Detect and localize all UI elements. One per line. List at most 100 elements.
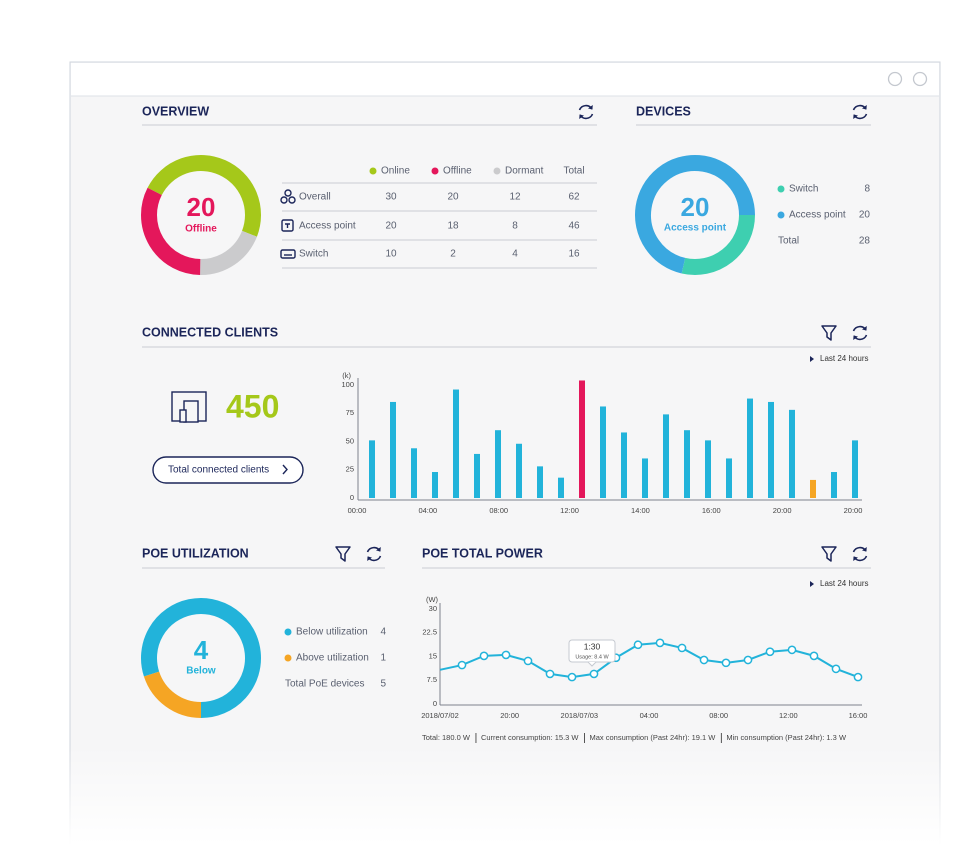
x-tick-label: 20:00 (500, 711, 519, 720)
legend-dot (284, 654, 292, 662)
point (479, 651, 489, 661)
y-tick-label: 25 (346, 465, 354, 474)
y-tick-label: 75 (346, 408, 354, 417)
cell-value: 20 (385, 221, 397, 232)
donut-segment (635, 155, 755, 274)
x-tick-label: 2018/07/02 (421, 711, 459, 720)
legend-dot (369, 167, 377, 175)
bar (852, 440, 858, 498)
donut-label: Offline (185, 224, 217, 235)
cell-value: 10 (385, 249, 397, 260)
column-header: Online (381, 166, 410, 177)
x-tick-label: 04:00 (418, 506, 437, 515)
legend-value: 20 (859, 210, 871, 221)
bar (495, 430, 501, 498)
x-tick-label: 16:00 (849, 711, 868, 720)
donut-segment (147, 155, 261, 237)
total-clients-button[interactable] (152, 456, 304, 484)
x-tick-label: 08:00 (709, 711, 728, 720)
y-tick-label: 22.5 (422, 628, 437, 637)
point (721, 658, 731, 668)
x-tick-label: 16:00 (702, 506, 721, 515)
y-tick-label: 0 (433, 699, 437, 708)
legend-dot (431, 167, 439, 175)
bar (558, 477, 564, 498)
row-label: Switch (299, 249, 328, 260)
donut-segment (681, 214, 755, 275)
point (831, 664, 841, 674)
bar (600, 406, 606, 498)
legend-dot (493, 167, 501, 175)
bar (684, 430, 690, 498)
donut-segment (199, 230, 257, 275)
legend-label: Total PoE devices (285, 679, 365, 690)
x-tick-label: 04:00 (640, 711, 659, 720)
summary-item: Current consumption: 15.3 W (481, 733, 579, 742)
donut-label: Access point (664, 223, 727, 234)
window (69, 61, 941, 845)
point (567, 672, 577, 682)
point (699, 655, 709, 665)
bar (768, 401, 774, 498)
range-arrow (810, 581, 814, 587)
column-header: Dormant (505, 166, 544, 177)
x-tick-label: 14:00 (631, 506, 650, 515)
point (765, 647, 775, 657)
bar (516, 443, 522, 498)
legend-value: 1 (380, 653, 386, 664)
legend-label: Above utilization (296, 653, 369, 664)
legend-label: Switch (789, 184, 818, 195)
x-tick-label: 12:00 (560, 506, 579, 515)
y-tick-label: 30 (429, 604, 437, 613)
bar (411, 448, 417, 498)
column-header: Total (563, 166, 584, 177)
cell-value: 12 (509, 192, 521, 203)
point (809, 651, 819, 661)
window-button[interactable] (887, 71, 903, 87)
point (853, 672, 863, 682)
point (787, 645, 797, 655)
section-dividers (142, 124, 871, 569)
cell-value: 2 (450, 249, 456, 260)
legend-dot (284, 628, 292, 636)
bar (390, 401, 396, 498)
x-tick-label: 12:00 (779, 711, 798, 720)
bar (747, 398, 753, 498)
bar (789, 409, 795, 498)
bottom-fade (60, 745, 960, 845)
cell-value: 4 (512, 249, 518, 260)
legend-value: 28 (859, 236, 871, 247)
point (545, 669, 555, 679)
cell-value: 62 (568, 192, 580, 203)
donut-label: Below (186, 666, 216, 677)
section-title: DEVICES (636, 104, 691, 118)
tooltip-time: 1:30 (584, 641, 601, 651)
column-header: Offline (443, 166, 472, 177)
section-title: POE TOTAL POWER (422, 546, 543, 560)
bar (579, 380, 585, 498)
point (501, 650, 511, 660)
row-label: Access point (299, 221, 356, 232)
donut-segment (141, 187, 201, 275)
donut-value: 4 (194, 635, 209, 665)
point (457, 660, 467, 670)
x-tick-label: 2018/07/03 (561, 711, 599, 720)
range-arrow (810, 356, 814, 362)
bar (369, 440, 375, 498)
section-title: OVERVIEW (142, 104, 209, 118)
bar (453, 389, 459, 498)
legend-value: 5 (380, 679, 386, 690)
legend-label: Below utilization (296, 627, 368, 638)
cell-value: 20 (447, 192, 459, 203)
tooltip-pointer (587, 661, 597, 667)
point (655, 638, 665, 648)
y-tick-label: 100 (341, 380, 354, 389)
axis-unit: (k) (342, 371, 351, 380)
window-button[interactable] (912, 71, 928, 87)
bar (705, 440, 711, 498)
legend-dot (777, 211, 785, 219)
axes (357, 378, 862, 706)
row-icons (280, 189, 296, 259)
point (743, 655, 753, 665)
